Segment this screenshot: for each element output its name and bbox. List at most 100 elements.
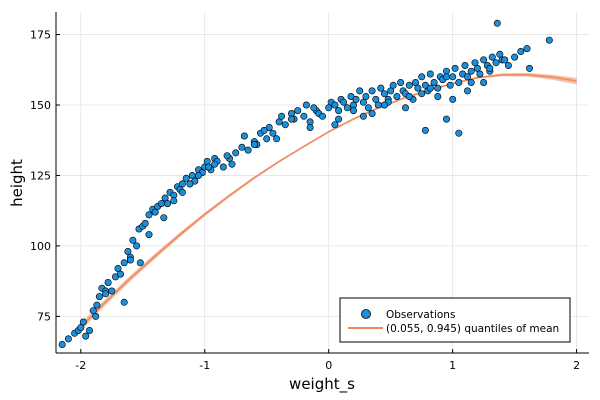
- observation-point: [211, 160, 219, 168]
- observation-point: [377, 84, 385, 92]
- observation-point: [493, 19, 501, 27]
- observation-point: [523, 45, 531, 53]
- observation-point: [205, 163, 213, 171]
- legend-observations-label: Observations: [386, 309, 455, 321]
- observation-point: [273, 135, 281, 143]
- observation-point: [467, 67, 475, 75]
- y-tick-label: 125: [30, 169, 51, 182]
- observation-point: [405, 81, 413, 89]
- observation-point: [164, 200, 172, 208]
- observation-point: [89, 307, 97, 315]
- observation-point: [492, 59, 500, 67]
- x-tick-label: 0: [325, 359, 332, 372]
- observation-point: [486, 64, 494, 72]
- x-tick-label: -1: [199, 359, 210, 372]
- observation-point: [380, 90, 388, 98]
- y-axis-label: height: [8, 159, 26, 207]
- legend-quantiles-label: (0.055, 0.945) quantiles of mean: [386, 323, 559, 335]
- observation-point: [263, 135, 271, 143]
- observation-point: [126, 256, 134, 264]
- observation-point: [104, 278, 112, 286]
- observation-point: [240, 132, 248, 140]
- observation-point: [418, 90, 426, 98]
- x-axis-label: weight_s: [289, 375, 355, 394]
- observation-point: [480, 79, 488, 87]
- observation-point: [178, 188, 186, 196]
- observation-point: [455, 79, 463, 87]
- observation-point: [93, 301, 101, 309]
- observation-point: [359, 112, 367, 120]
- axes: [55, 12, 589, 354]
- observation-point: [170, 197, 178, 205]
- observation-point: [223, 152, 231, 160]
- observation-point: [129, 236, 137, 244]
- y-tick-label: 75: [37, 310, 51, 323]
- observation-point: [306, 124, 314, 132]
- observation-point: [401, 104, 409, 112]
- observation-point: [269, 129, 277, 137]
- observation-point: [294, 107, 302, 115]
- observation-point: [64, 335, 72, 343]
- observation-point: [331, 101, 339, 109]
- observation-point: [145, 231, 153, 239]
- observation-point: [414, 84, 422, 92]
- observation-point: [374, 101, 382, 109]
- grid: [56, 12, 589, 353]
- observation-point: [232, 149, 240, 157]
- observation-point: [525, 64, 533, 72]
- x-tick-label: 1: [449, 359, 456, 372]
- y-ticks: 75 100 125 150 175: [30, 29, 60, 323]
- y-tick-label: 150: [30, 99, 51, 112]
- observation-point: [343, 104, 351, 112]
- observation-point: [120, 259, 128, 267]
- observation-point: [480, 56, 488, 64]
- legend-observations-marker: [361, 309, 371, 319]
- observation-point: [335, 107, 343, 115]
- observation-point: [157, 200, 165, 208]
- observation-point: [463, 73, 471, 81]
- observation-point: [418, 73, 426, 81]
- observation-point: [545, 36, 553, 44]
- observation-point: [58, 340, 66, 348]
- y-tick-label: 100: [30, 240, 51, 253]
- observation-point: [359, 98, 367, 106]
- observation-point: [449, 73, 457, 81]
- quantile-mean-line: [80, 74, 577, 328]
- observation-point: [120, 298, 128, 306]
- observation-point: [228, 160, 236, 168]
- observation-point: [141, 219, 149, 227]
- observation-point: [238, 143, 246, 151]
- observation-point: [335, 115, 343, 123]
- observation-point: [426, 70, 434, 78]
- observation-point: [368, 110, 376, 118]
- observation-point: [421, 126, 429, 134]
- observation-point: [278, 112, 286, 120]
- observation-point: [195, 172, 203, 180]
- observation-point: [349, 107, 357, 115]
- y-tick-label: 175: [30, 29, 51, 42]
- observation-point: [511, 53, 519, 61]
- observation-point: [449, 95, 457, 103]
- observation-point: [451, 64, 459, 72]
- observation-point: [95, 293, 103, 301]
- observations-layer: [58, 19, 553, 348]
- legend-box: [339, 297, 571, 343]
- observation-point: [389, 81, 397, 89]
- observation-point: [380, 101, 388, 109]
- observation-point: [517, 47, 525, 55]
- observation-point: [281, 121, 289, 129]
- observation-point: [397, 79, 405, 87]
- x-ticks: -2 -1 0 1 2: [75, 349, 580, 372]
- observation-point: [77, 324, 85, 332]
- observation-point: [124, 248, 132, 256]
- observation-point: [82, 332, 90, 340]
- observation-point: [160, 214, 168, 222]
- observation-point: [430, 79, 438, 87]
- observation-point: [455, 129, 463, 137]
- observation-point: [467, 79, 475, 87]
- observation-point: [331, 121, 339, 129]
- x-tick-label: 2: [573, 359, 580, 372]
- observation-point: [250, 141, 258, 149]
- observation-point: [368, 87, 376, 95]
